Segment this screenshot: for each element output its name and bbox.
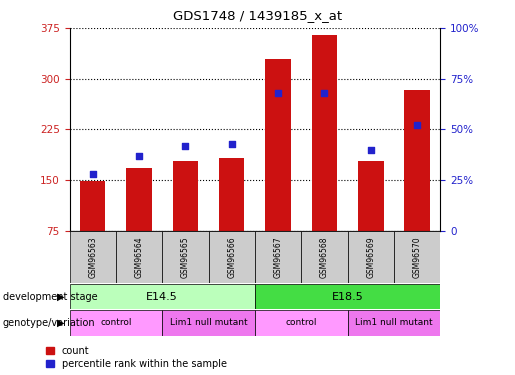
Text: ▶: ▶ (57, 318, 64, 328)
Text: ▶: ▶ (57, 292, 64, 302)
Bar (116, 231, 162, 283)
Bar (394, 231, 440, 283)
Text: Lim1 null mutant: Lim1 null mutant (355, 318, 433, 327)
Legend: count, percentile rank within the sample: count, percentile rank within the sample (46, 346, 227, 369)
Bar (312, 35, 337, 231)
Bar (255, 284, 440, 309)
Point (89, 171, 97, 177)
Bar (348, 231, 394, 283)
Bar (404, 90, 430, 231)
Bar (162, 231, 209, 283)
Text: GDS1748 / 1439185_x_at: GDS1748 / 1439185_x_at (173, 9, 342, 22)
Bar (265, 58, 291, 231)
Bar (219, 158, 245, 231)
Bar (80, 182, 106, 231)
Text: GSM96566: GSM96566 (227, 237, 236, 278)
Text: GSM96563: GSM96563 (88, 237, 97, 278)
Bar (162, 310, 255, 336)
Text: genotype/variation: genotype/variation (3, 318, 95, 328)
Text: E18.5: E18.5 (332, 292, 364, 302)
Point (181, 142, 190, 148)
Text: GSM96570: GSM96570 (413, 237, 422, 278)
Text: GSM96569: GSM96569 (366, 237, 375, 278)
Point (274, 90, 282, 96)
Bar (70, 310, 162, 336)
Text: E14.5: E14.5 (146, 292, 178, 302)
Bar (70, 284, 255, 309)
Bar (173, 161, 198, 231)
Text: Lim1 null mutant: Lim1 null mutant (170, 318, 247, 327)
Bar (70, 231, 116, 283)
Text: GSM96567: GSM96567 (273, 237, 283, 278)
Text: GSM96564: GSM96564 (134, 237, 144, 278)
Point (135, 153, 143, 159)
Bar (209, 231, 255, 283)
Text: control: control (100, 318, 132, 327)
Point (228, 141, 236, 147)
Bar (255, 231, 301, 283)
Bar (126, 168, 152, 231)
Point (367, 147, 375, 153)
Point (320, 90, 329, 96)
Text: control: control (285, 318, 317, 327)
Bar (358, 161, 384, 231)
Text: GSM96568: GSM96568 (320, 237, 329, 278)
Bar (301, 231, 348, 283)
Bar (255, 310, 348, 336)
Text: development stage: development stage (3, 292, 97, 302)
Point (413, 122, 421, 128)
Text: GSM96565: GSM96565 (181, 237, 190, 278)
Bar (348, 310, 440, 336)
